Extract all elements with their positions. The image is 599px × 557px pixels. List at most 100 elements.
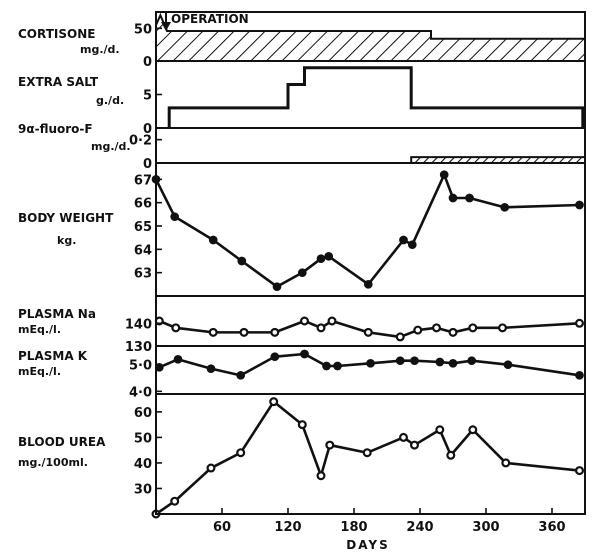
- weight-ytick-label: 63: [134, 267, 152, 282]
- weight-point: [448, 193, 458, 203]
- operation-arrow: [161, 12, 171, 31]
- weight-point: [324, 251, 334, 261]
- xtick-label: 180: [340, 520, 367, 535]
- na-point: [239, 327, 249, 337]
- k-point: [448, 358, 458, 368]
- urea-label: BLOOD UREA: [18, 435, 106, 449]
- weight-ytick-label: 66: [134, 197, 152, 212]
- weight-ytick-label: 67: [134, 173, 152, 188]
- salt-ytick-label: 5: [143, 89, 152, 104]
- fluoro-ytick-label: 0·2: [129, 134, 152, 149]
- weight-point: [439, 170, 449, 180]
- na-point: [448, 327, 458, 337]
- k-point: [300, 349, 309, 359]
- weight-point: [363, 279, 373, 289]
- xtick-label: 240: [406, 520, 433, 535]
- cortisone-label: CORTISONE: [18, 27, 95, 41]
- weight-ytick-label: 65: [134, 220, 152, 235]
- ticks-layer: 0500500·263646566671301404·05·0304050606…: [125, 22, 566, 535]
- xtick-label: 360: [538, 520, 565, 535]
- urea-point: [236, 448, 246, 458]
- k-point: [333, 361, 342, 371]
- cortisone-unit: mg./d.: [80, 43, 120, 56]
- cortisone-ytick-label: 50: [134, 22, 152, 37]
- panel-separators: [156, 60, 585, 395]
- k-point: [366, 358, 375, 368]
- na-point: [498, 323, 508, 333]
- urea-ytick-label: 60: [134, 406, 152, 421]
- series-layer: [151, 66, 585, 519]
- na-point: [413, 325, 423, 335]
- urea-point: [269, 397, 279, 407]
- weight-point: [297, 268, 307, 278]
- weight-series-line: [154, 173, 580, 288]
- urea-ytick-label: 40: [134, 457, 152, 472]
- fill-layer: [155, 12, 586, 164]
- weight-ytick-label: 64: [134, 243, 152, 258]
- k-point: [395, 356, 405, 366]
- na-point: [363, 327, 373, 337]
- k-point: [410, 356, 419, 366]
- na-label: PLASMA Na: [18, 307, 96, 321]
- weight-point: [272, 282, 282, 292]
- weight-point: [237, 256, 247, 266]
- na-point: [395, 332, 405, 342]
- k-ytick-label: 4·0: [129, 385, 152, 400]
- urea-series-line: [155, 400, 580, 516]
- k-series-line: [158, 352, 580, 377]
- plot-frame: [155, 11, 586, 515]
- urea-point: [399, 432, 409, 442]
- na-point: [574, 318, 584, 328]
- k-point: [467, 356, 477, 366]
- k-point: [270, 352, 280, 362]
- na-point: [316, 323, 326, 333]
- weight-point: [465, 193, 474, 203]
- urea-ytick-label: 30: [134, 482, 152, 497]
- k-point: [503, 360, 513, 370]
- na-point: [327, 316, 337, 326]
- k-label: PLASMA K: [18, 349, 88, 363]
- x-axis-label: DAYS: [346, 538, 389, 552]
- na-point: [208, 327, 218, 337]
- urea-point: [316, 471, 326, 481]
- urea-point: [362, 448, 372, 458]
- na-series-line: [158, 319, 580, 339]
- k-ytick-label: 5·0: [129, 359, 152, 374]
- urea-point: [435, 425, 445, 435]
- urea-point: [325, 440, 335, 450]
- urea-point: [170, 496, 180, 506]
- k-point: [435, 357, 445, 367]
- urea-unit: mg./100ml.: [18, 456, 88, 469]
- k-point: [236, 370, 246, 380]
- cortisone-ytick-label: 0: [143, 55, 152, 70]
- salt-ytick-label: 0: [143, 122, 152, 137]
- k-point: [173, 354, 183, 364]
- fluoro-unit: mg./d.: [91, 140, 131, 153]
- urea-point: [206, 463, 216, 473]
- xtick-label: 300: [472, 520, 499, 535]
- xtick-label: 120: [274, 520, 301, 535]
- k-point: [575, 370, 584, 380]
- k-point: [206, 364, 216, 374]
- weight-point: [208, 235, 218, 245]
- na-point: [468, 323, 478, 333]
- weight-point: [399, 235, 408, 245]
- k-unit: mEq./l.: [18, 365, 61, 378]
- na-point: [300, 316, 310, 326]
- fluoro-ytick-label: 0: [143, 157, 152, 172]
- weight-point: [170, 212, 180, 222]
- urea-point: [574, 466, 584, 476]
- urea-point: [410, 440, 420, 450]
- na-point: [270, 327, 280, 337]
- k-point: [322, 361, 331, 371]
- na-ytick-label: 140: [125, 317, 152, 332]
- weight-unit: kg.: [57, 234, 76, 247]
- na-unit: mEq./l.: [18, 323, 61, 336]
- na-point: [171, 323, 181, 333]
- weight-point: [407, 240, 417, 250]
- weight-point: [575, 200, 584, 210]
- operation-annotation: OPERATION: [171, 12, 249, 26]
- urea-point: [501, 458, 511, 468]
- urea-point: [468, 425, 478, 435]
